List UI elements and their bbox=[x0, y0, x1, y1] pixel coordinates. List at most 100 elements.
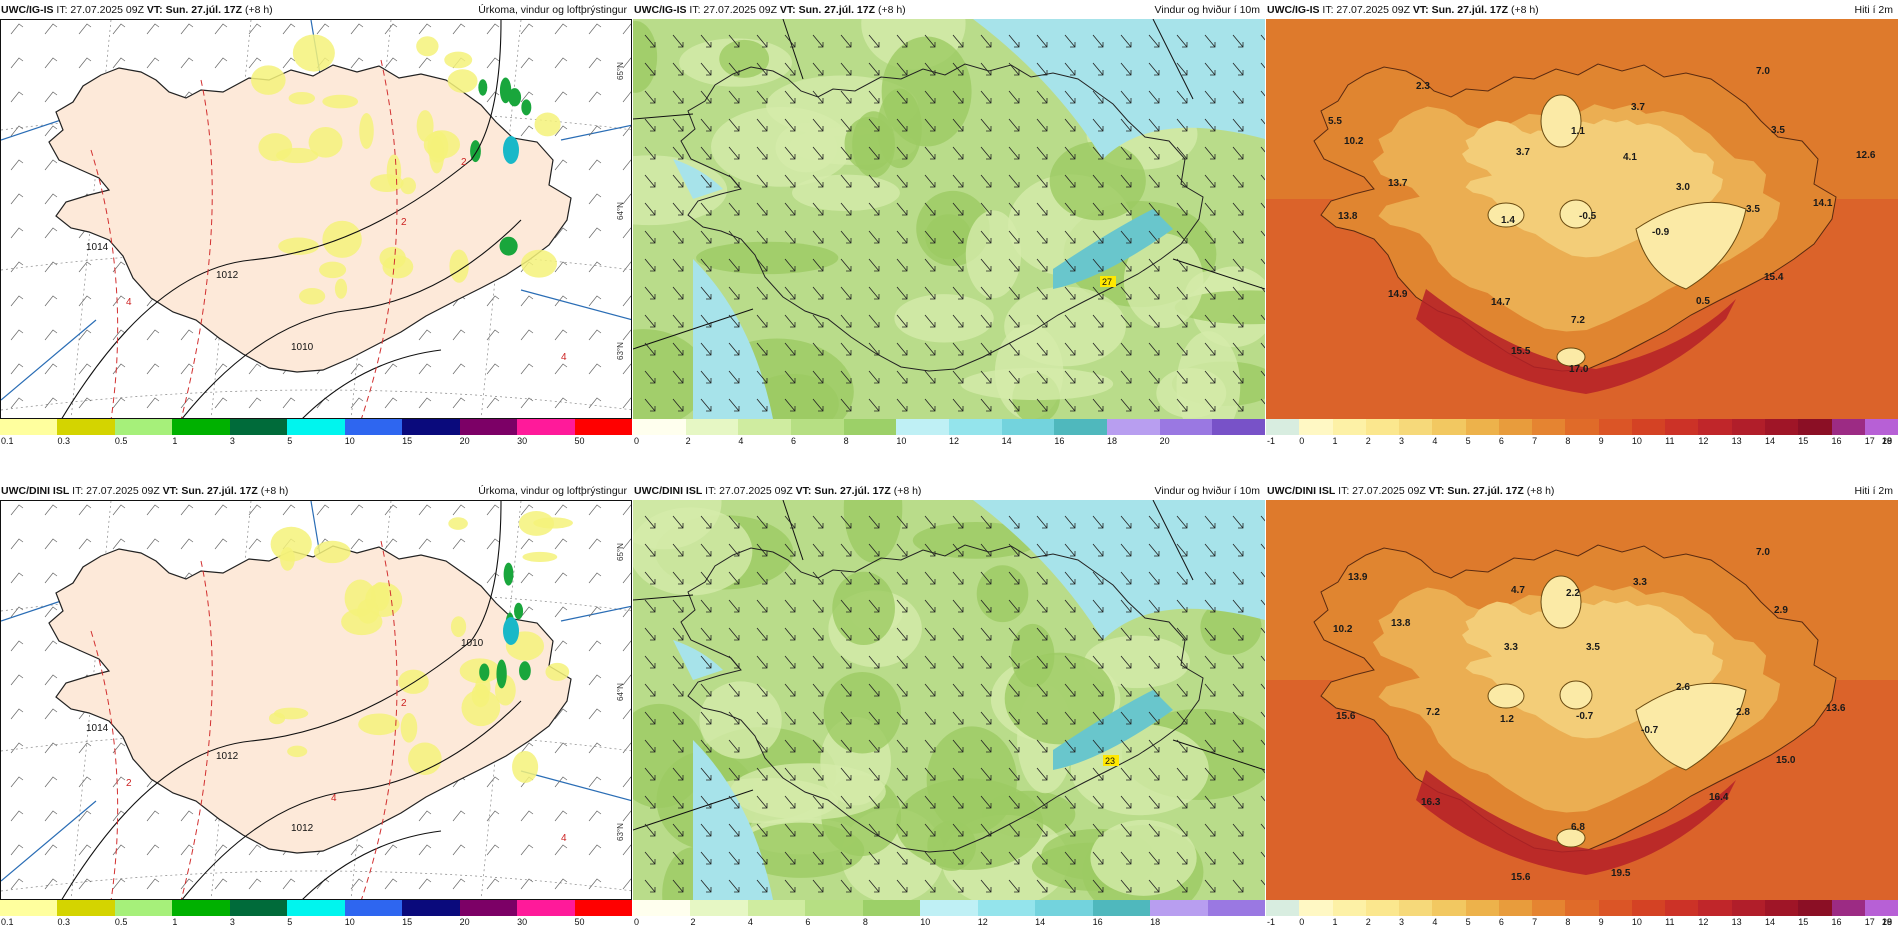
colorbar-tick-label: 0 bbox=[634, 917, 640, 927]
colorbar-tick-label: 16 bbox=[1092, 917, 1103, 927]
map-label: 1014 bbox=[86, 723, 109, 734]
colorbar-segment bbox=[949, 419, 1002, 435]
colorbar-segment bbox=[1365, 900, 1400, 916]
colorbar-segment bbox=[1698, 419, 1732, 435]
temperature-value: 13.9 bbox=[1348, 572, 1368, 583]
temperature-value: 14.1 bbox=[1813, 198, 1833, 209]
lead-time: (+8 h) bbox=[1523, 485, 1555, 497]
colorbar-tick-label: 18 bbox=[1882, 436, 1893, 446]
temperature-value: 15.4 bbox=[1764, 272, 1784, 283]
temperature-value: -0.9 bbox=[1652, 227, 1670, 238]
precip-patches bbox=[251, 34, 561, 305]
forecast-panel-temp: UWC/IG-IS IT: 27.07.2025 09Z VT: Sun. 27… bbox=[1266, 0, 1899, 462]
map-label: 1010 bbox=[461, 638, 484, 649]
map-label: 2 bbox=[461, 157, 467, 168]
colorbar-segment bbox=[738, 419, 792, 435]
colorbar bbox=[1266, 900, 1899, 916]
colorbar-segment bbox=[1565, 419, 1599, 435]
colorbar-tick-label: 18 bbox=[1150, 917, 1161, 927]
colorbar-tick-label: 12 bbox=[1698, 436, 1709, 446]
colorbar-tick-label: 10 bbox=[1631, 436, 1642, 446]
panel-title: UWC/DINI ISL IT: 27.07.2025 09Z VT: Sun.… bbox=[1, 482, 629, 500]
colorbar-tick-label: 8 bbox=[1565, 436, 1571, 446]
lead-time: (+8 h) bbox=[890, 485, 922, 497]
temperature-value: 12.6 bbox=[1856, 150, 1876, 161]
model-name: UWC/IG-IS bbox=[634, 4, 687, 16]
temperature-value: 3.0 bbox=[1676, 182, 1690, 193]
colorbar-segment bbox=[0, 419, 58, 435]
map-area: 27 bbox=[633, 19, 1265, 419]
colorbar-tick-label: -1 bbox=[1267, 436, 1276, 446]
map-svg: 23 bbox=[633, 500, 1265, 900]
init-time: 27.07.2025 09Z bbox=[86, 485, 160, 497]
gust-label: 27 bbox=[1102, 277, 1112, 287]
it-label: IT: bbox=[702, 485, 720, 497]
colorbar-tick-label: 4 bbox=[738, 436, 744, 446]
colorbar-tick-label: 14 bbox=[1764, 436, 1775, 446]
map-label: 4 bbox=[126, 297, 132, 308]
temperature-value: 16.4 bbox=[1709, 792, 1729, 803]
colorbar-segment bbox=[1432, 900, 1466, 916]
colorbar-segment bbox=[1432, 419, 1466, 435]
colorbar-tick-label: 2 bbox=[685, 436, 691, 446]
map-label: 4 bbox=[331, 793, 337, 804]
colorbar-segment bbox=[0, 900, 58, 916]
vt-label: VT: bbox=[1425, 485, 1448, 497]
panel-variable-title: Úrkoma, vindur og loftþrýstingur bbox=[478, 4, 627, 16]
colorbar bbox=[0, 900, 632, 916]
panel-title: UWC/DINI ISL IT: 27.07.2025 09Z VT: Sun.… bbox=[634, 482, 1262, 500]
map-label: 1012 bbox=[291, 823, 314, 834]
colorbar-segment bbox=[1631, 419, 1666, 435]
it-label: IT: bbox=[1319, 4, 1337, 16]
colorbar-segment bbox=[114, 419, 173, 435]
temperature-value: 13.7 bbox=[1388, 178, 1408, 189]
colorbar-segment bbox=[1266, 900, 1300, 916]
colorbar-segment bbox=[805, 900, 863, 916]
colorbar-tick-label: 0.3 bbox=[57, 917, 70, 927]
colorbar-segment bbox=[1035, 900, 1093, 916]
colorbar-tick-label: 3 bbox=[1399, 436, 1405, 446]
colorbar-segment bbox=[1698, 900, 1732, 916]
temperature-value: 5.5 bbox=[1328, 116, 1342, 127]
colorbar-tick-label: 0.5 bbox=[114, 917, 128, 927]
colorbar-segment bbox=[1498, 900, 1533, 916]
temperature-value: 3.3 bbox=[1504, 642, 1518, 653]
colorbar-tick-label: 0.5 bbox=[114, 436, 128, 446]
colorbar-tick-label: 9 bbox=[1598, 917, 1604, 927]
panel-variable-title: Úrkoma, vindur og loftþrýstingur bbox=[478, 485, 627, 497]
it-label: IT: bbox=[69, 485, 87, 497]
lat-label: 65°N bbox=[616, 543, 625, 561]
colorbar-tick-label: 14 bbox=[1035, 917, 1046, 927]
colorbar-tick-label: 3 bbox=[229, 436, 235, 446]
colorbar-segment bbox=[172, 900, 230, 916]
colorbar-tick-label: 15 bbox=[1798, 917, 1809, 927]
colorbar-tick-label: 6 bbox=[791, 436, 797, 446]
map-area: 1014 1012 1010 2 2 4 4 65°N 64°N 63°N bbox=[0, 19, 632, 419]
colorbar-tick-label: 16 bbox=[1054, 436, 1065, 446]
forecast-panel-wind: UWC/IG-IS IT: 27.07.2025 09Z VT: Sun. 27… bbox=[633, 0, 1266, 462]
colorbar-segment bbox=[459, 419, 518, 435]
colorbar-segment bbox=[517, 419, 575, 435]
colorbar-segment bbox=[229, 900, 288, 916]
temperature-value: 2.8 bbox=[1736, 707, 1750, 718]
temperature-value: 10.2 bbox=[1344, 136, 1364, 147]
temperature-value: 13.8 bbox=[1391, 618, 1411, 629]
temperature-value: 2.2 bbox=[1566, 588, 1580, 599]
valid-time: Sun. 27.júl. 17Z bbox=[798, 4, 876, 16]
colorbar-tick-label: 19 bbox=[1882, 436, 1893, 446]
colorbar-tick-label: 16 bbox=[1831, 436, 1842, 446]
colorbar-segment bbox=[1764, 900, 1799, 916]
map-label: 2 bbox=[126, 778, 132, 789]
colorbar-segment bbox=[1831, 419, 1865, 435]
valid-time: Sun. 27.júl. 17Z bbox=[181, 485, 258, 497]
lat-label: 63°N bbox=[616, 823, 625, 841]
panel-title: UWC/DINI ISL IT: 27.07.2025 09Z VT: Sun.… bbox=[1267, 482, 1895, 500]
glaciers bbox=[1487, 575, 1747, 848]
vt-label: VT: bbox=[792, 485, 815, 497]
colorbar-tick-label: 6 bbox=[1498, 436, 1504, 446]
colorbar-tick-label: 17 bbox=[1864, 436, 1875, 446]
colorbar-tick-label: 0.3 bbox=[57, 436, 70, 446]
colorbar-tick-label: 0.1 bbox=[1, 917, 14, 927]
colorbar-segment bbox=[1831, 900, 1865, 916]
colorbar-tick-label: 20 bbox=[459, 436, 470, 446]
